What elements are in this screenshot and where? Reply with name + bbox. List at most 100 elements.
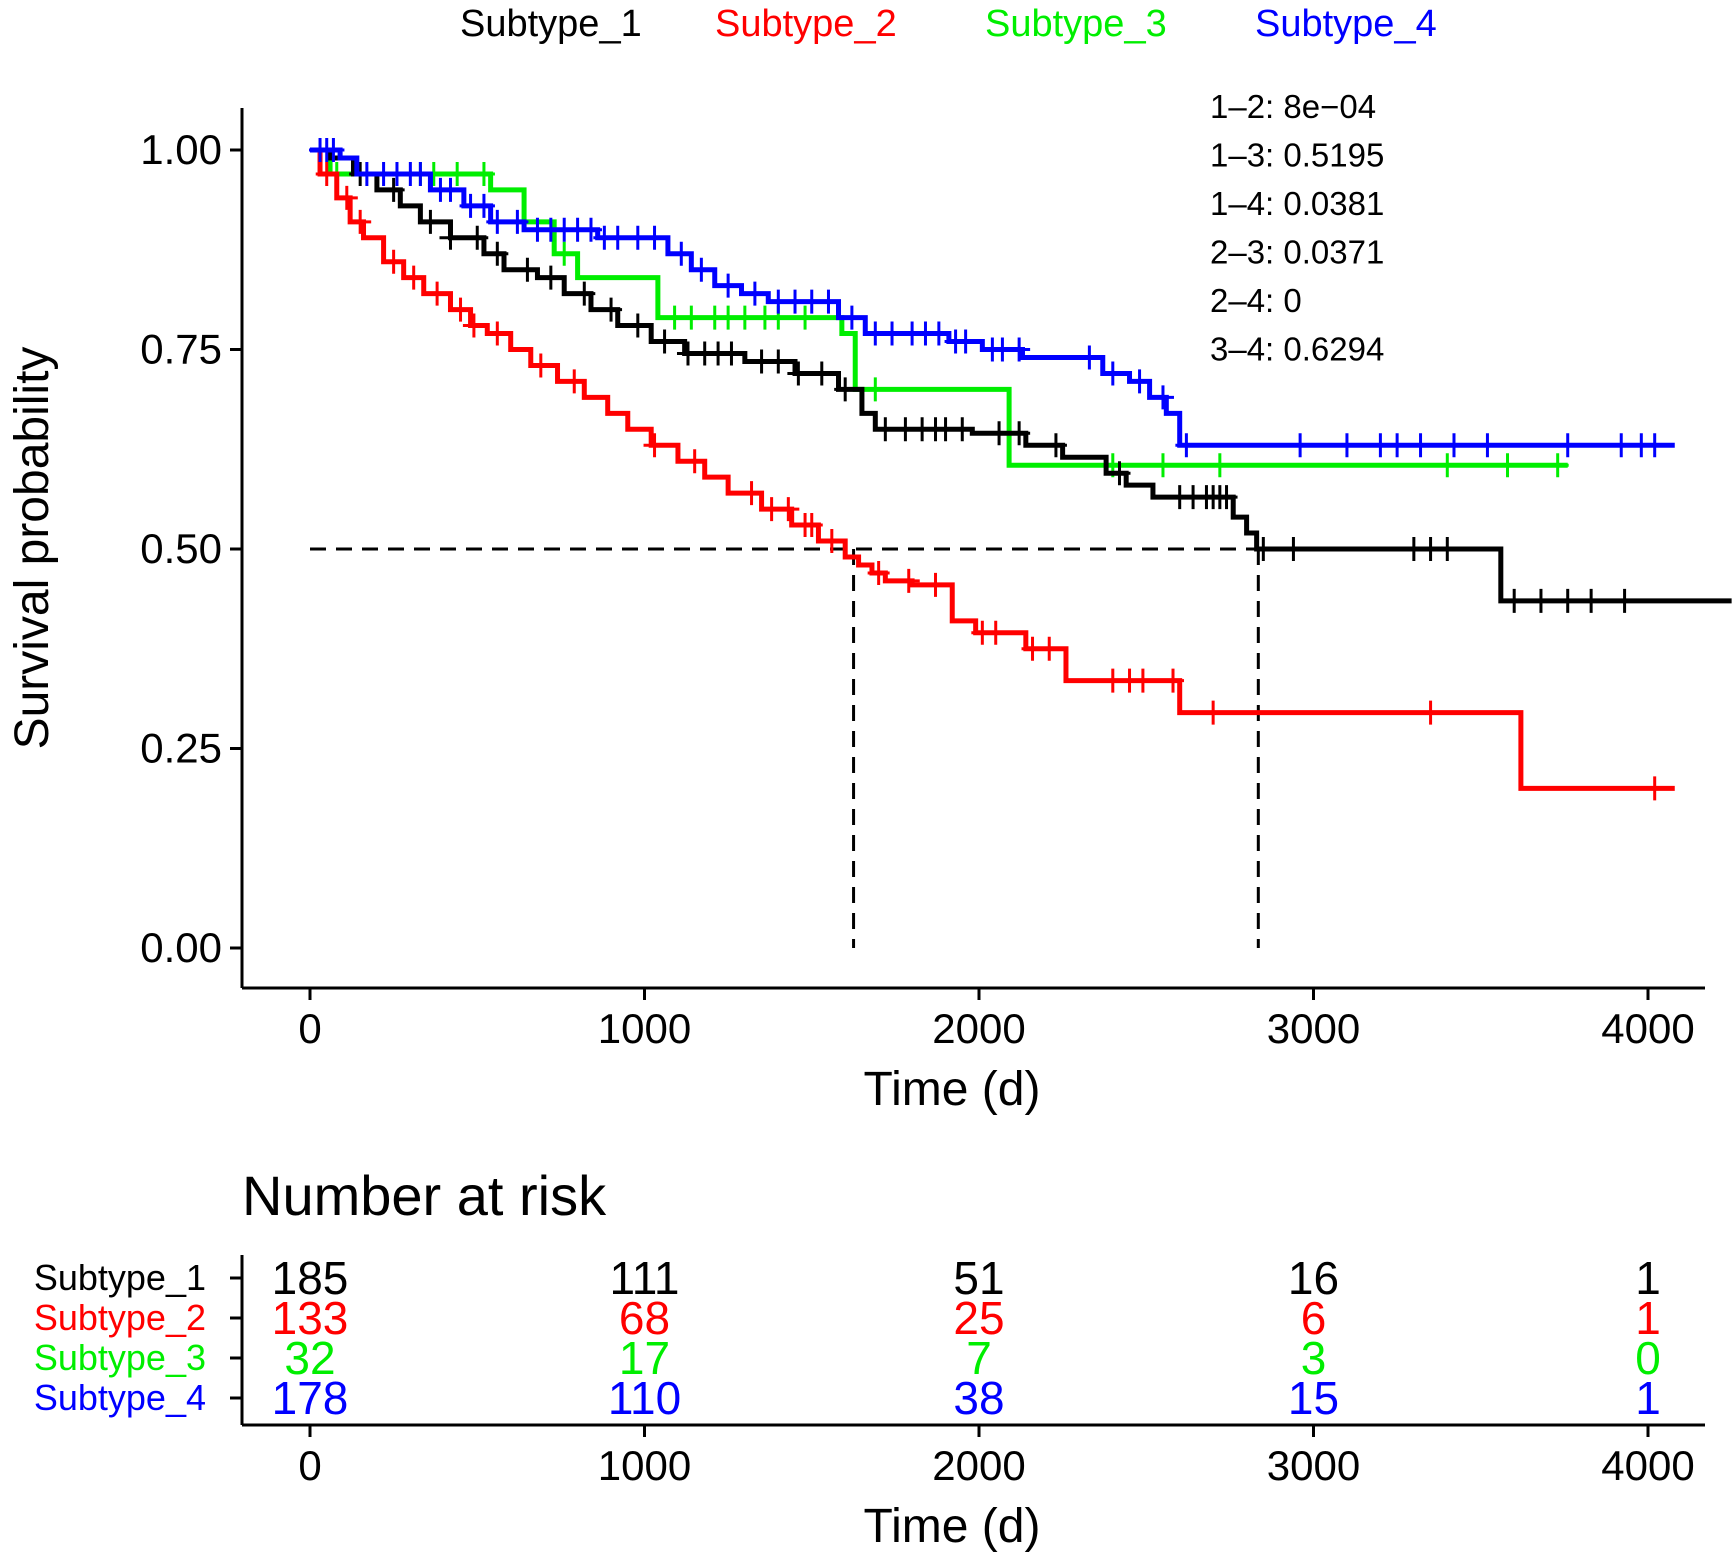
censor-mark-subtype-1 [1008, 421, 1031, 446]
legend-item-subtype-3: Subtype_3 [985, 3, 1167, 45]
censor-mark-subtype-3 [472, 161, 495, 186]
x-tick-label: 4000 [1601, 1005, 1694, 1052]
censor-mark-subtype-2 [777, 497, 800, 522]
curve-subtype-1 [310, 147, 1732, 604]
censor-mark-subtype-3 [1496, 453, 1519, 478]
risk-row-name: Subtype_2 [34, 1297, 206, 1338]
censor-mark-subtype-1 [382, 177, 405, 202]
censor-mark-subtype-4 [840, 305, 863, 330]
risk-x-tick-label: 3000 [1267, 1442, 1360, 1489]
censor-mark-subtype-2 [1038, 636, 1061, 661]
censor-mark-subtype-1 [1044, 433, 1067, 458]
censor-mark-subtype-3 [1208, 453, 1231, 478]
y-tick-label: 0.75 [140, 326, 222, 373]
censor-mark-subtype-1 [466, 225, 489, 250]
censor-mark-subtype-1 [539, 265, 562, 290]
censor-mark-subtype-1 [419, 209, 442, 234]
y-tick-label: 0.00 [140, 924, 222, 971]
censor-mark-subtype-4 [717, 273, 740, 298]
risk-count: 25 [953, 1292, 1004, 1344]
median-lines [310, 547, 1260, 948]
censor-mark-subtype-2 [1131, 668, 1154, 693]
censor-mark-subtype-4 [670, 241, 693, 266]
risk-row-name: Subtype_1 [34, 1257, 206, 1298]
censor-mark-subtype-2 [897, 568, 920, 593]
x-tick-label: 1000 [598, 1005, 691, 1052]
risk-x-tick-label: 0 [298, 1442, 321, 1489]
x-tick-label: 3000 [1267, 1005, 1360, 1052]
risk-count: 0 [1635, 1332, 1661, 1384]
censor-mark-subtype-4 [743, 281, 766, 306]
censor-mark-subtype-2 [382, 249, 405, 274]
censor-mark-subtype-1 [1613, 588, 1636, 613]
censor-mark-subtype-2 [315, 161, 338, 186]
censor-mark-subtype-1 [1282, 537, 1305, 561]
censor-mark-subtype-4 [1101, 361, 1124, 386]
censor-mark-subtype-4 [486, 209, 509, 234]
censor-mark-subtype-2 [335, 185, 358, 210]
pvalue-label: 3–4: 0.6294 [1210, 331, 1384, 368]
risk-count: 1 [1635, 1292, 1661, 1344]
risk-count: 1 [1635, 1252, 1661, 1304]
censor-mark-subtype-1 [1580, 588, 1603, 613]
censor-mark-subtype-4 [579, 217, 602, 242]
censor-mark-subtype-1 [1529, 588, 1552, 613]
risk-x-tick-label: 1000 [598, 1442, 691, 1489]
censor-mark-subtype-2 [426, 281, 449, 306]
x-axis-label: Time (d) [864, 1063, 1041, 1116]
censor-mark-subtype-4 [1409, 433, 1432, 458]
censor-mark-subtype-4 [506, 209, 529, 234]
curve-subtype-3 [310, 147, 1568, 468]
risk-count: 110 [608, 1372, 681, 1424]
censor-mark-subtype-4 [606, 225, 629, 250]
censor-mark-subtype-1 [874, 417, 897, 442]
censor-mark-subtype-4 [1151, 385, 1174, 410]
censor-mark-subtype-1 [1436, 537, 1459, 561]
pvalue-annotations: 1–2: 8e−04 1–3: 0.5195 1–4: 0.0381 2–3: 0.0… [1210, 88, 1384, 368]
x-tick-label: 2000 [932, 1005, 1025, 1052]
censor-mark-subtype-4 [1128, 369, 1151, 394]
censor-mark-subtype-4 [1643, 433, 1666, 458]
censor-mark-subtype-4 [1386, 433, 1409, 458]
risk-row-name: Subtype_4 [34, 1377, 206, 1418]
y-tick-label: 0.25 [140, 725, 222, 772]
censor-mark-subtype-4 [472, 193, 495, 218]
y-tick-label: 1.00 [140, 126, 222, 173]
censor-mark-subtype-4 [1476, 433, 1499, 458]
censor-mark-subtype-2 [449, 297, 472, 322]
censor-mark-subtype-1 [439, 225, 462, 250]
censor-mark-subtype-1 [516, 257, 539, 282]
censor-mark-subtype-1 [787, 361, 810, 386]
censor-mark-subtype-4 [439, 177, 462, 202]
censor-mark-subtype-4 [1442, 433, 1465, 458]
survival-curves [309, 138, 1732, 801]
censor-mark-subtype-2 [643, 433, 666, 458]
risk-count: 6 [1301, 1292, 1327, 1344]
censor-mark-subtype-4 [409, 161, 432, 186]
censor-mark-subtype-2 [402, 265, 425, 290]
censor-mark-subtype-3 [733, 305, 756, 330]
risk-count: 38 [953, 1372, 1004, 1424]
x-tick-label: 0 [298, 1005, 321, 1052]
risk-count: 185 [272, 1252, 349, 1304]
y-tick-label: 0.50 [140, 525, 222, 572]
censor-mark-subtype-4 [1610, 433, 1633, 458]
main-axes: 0.00 0.25 0.50 0.75 1.00 0 1000 2000 3000 4000 Tim… [6, 108, 1705, 1116]
censor-mark-subtype-2 [984, 620, 1007, 645]
risk-count: 111 [610, 1252, 680, 1304]
risk-table-rows: Subtype_1 185 111 51 16 1 Subtype_2 133 68 25 6 1 Su… [34, 1252, 1661, 1424]
censor-mark-subtype-2 [1202, 700, 1225, 725]
risk-count: 1 [1635, 1372, 1661, 1424]
censor-mark-subtype-2 [1162, 668, 1185, 693]
censor-mark-subtype-3 [680, 305, 703, 330]
legend-item-subtype-2: Subtype_2 [715, 3, 897, 45]
pvalue-label: 2–4: 0 [1210, 282, 1302, 319]
pvalue-label: 1–4: 0.0381 [1210, 185, 1384, 222]
censor-mark-subtype-4 [817, 289, 840, 314]
risk-count: 16 [1288, 1252, 1339, 1304]
censor-mark-subtype-3 [1546, 453, 1569, 478]
risk-x-axis-label: Time (d) [864, 1500, 1041, 1553]
curve-subtype-4 [310, 147, 1675, 448]
censor-mark-subtype-2 [820, 529, 843, 554]
